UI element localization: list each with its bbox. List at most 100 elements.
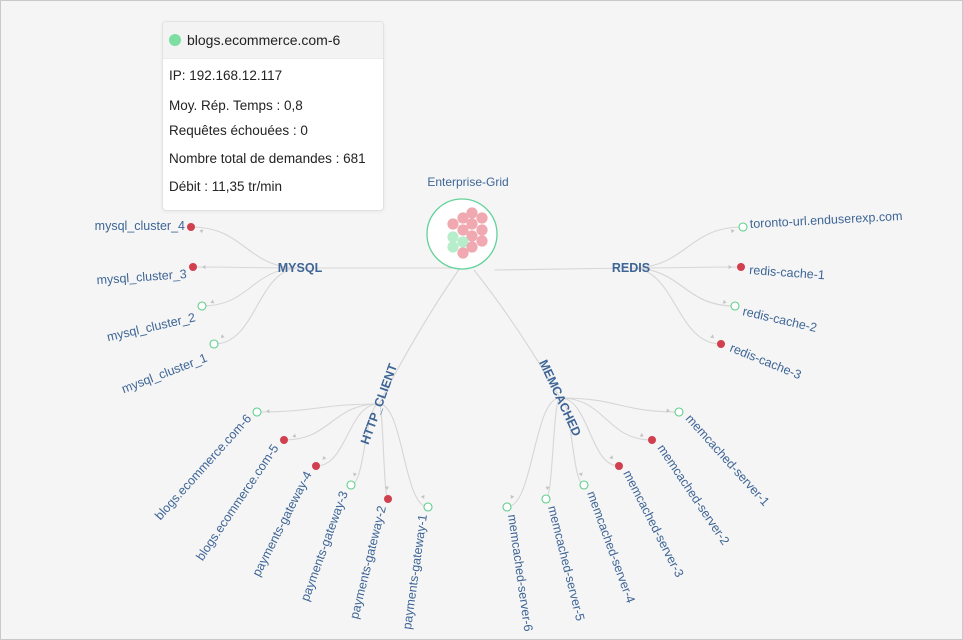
edge-memcached-memcached-server-3 <box>559 397 620 467</box>
cluster-cell-icon <box>457 247 469 259</box>
edge-mysql-mysql-cluster-4 <box>190 226 301 269</box>
status-ok-dot <box>541 494 551 504</box>
cluster-cell-icon <box>476 212 488 224</box>
arrow-mysql-cluster-3 <box>201 265 206 270</box>
edge-memcached-memcached-server-6 <box>506 397 561 508</box>
node-mysql-cluster-2[interactable]: mysql_cluster_2 <box>106 301 207 344</box>
arrow-payments-gateway-1 <box>420 494 425 499</box>
arrow-memcached-server-5 <box>545 486 550 491</box>
node-label: memcached-server-5 <box>545 504 587 622</box>
edge-redis-redis-cache-2 <box>630 267 736 307</box>
node-memcached-server-4[interactable]: memcached-server-4 <box>579 480 638 605</box>
leaf-nodes: mysql_cluster_4 mysql_cluster_3 mysql_clus… <box>95 209 903 632</box>
status-critical-dot <box>648 436 656 444</box>
node-label: redis-cache-1 <box>749 263 826 282</box>
group-label-mysql[interactable]: MYSQL <box>278 261 323 275</box>
cluster-cell-icon <box>447 231 459 243</box>
node-redis-cache-3[interactable]: redis-cache-3 <box>717 340 803 382</box>
node-label: payments-gateway-1 <box>400 513 430 630</box>
edge-http-client-payments-gateway-4 <box>315 403 380 467</box>
cluster-cell-icon <box>457 224 469 236</box>
node-redis-cache-2[interactable]: redis-cache-2 <box>730 301 818 335</box>
status-ok-dot <box>579 480 589 490</box>
cluster-cell-icon <box>466 241 478 253</box>
arrow-redis-cache-2 <box>722 299 727 304</box>
status-critical-dot <box>717 340 725 348</box>
cluster-cell-icon <box>457 212 469 224</box>
status-ok-dot <box>252 407 262 417</box>
edge-mysql-mysql-cluster-2 <box>201 267 301 307</box>
arrow-memcached-server-2 <box>639 432 644 437</box>
edge-memcached-memcached-server-1 <box>559 397 680 413</box>
edge-mysql-mysql-cluster-1 <box>213 267 301 345</box>
status-ok-dot <box>738 222 748 232</box>
arrow-mysql-cluster-4 <box>199 229 204 234</box>
node-label: mysql_cluster_2 <box>106 310 197 344</box>
node-label: toronto-url.enduserexp.com <box>749 209 902 231</box>
cluster-cell-icon <box>466 230 478 242</box>
node-label: payments-gateway-2 <box>347 504 389 620</box>
node-label: memcached-server-6 <box>505 513 535 632</box>
tooltip-failed-requests: Requêtes échouées : 0 <box>169 123 308 138</box>
status-critical-dot <box>737 263 745 271</box>
tooltip-header: blogs.ecommerce.com-6 <box>163 22 383 59</box>
edge-mysql-mysql-cluster-3 <box>192 266 301 269</box>
arrow-mysql-cluster-1 <box>220 334 225 339</box>
arrow-blogs-ecommerce-com-6 <box>265 409 270 414</box>
node-payments-gateway-1[interactable]: payments-gateway-1 <box>400 502 433 630</box>
tooltip-total-requests: Nombre total de demandes : 681 <box>169 151 366 166</box>
node-mysql-cluster-4[interactable]: mysql_cluster_4 <box>95 219 195 233</box>
edge-redis-redis-cache-3 <box>630 267 722 345</box>
cluster-cell-icon <box>466 218 478 230</box>
node-label: mysql_cluster_4 <box>95 219 185 233</box>
cluster-cell-icon <box>447 218 459 230</box>
cluster-cell-icon <box>466 207 478 219</box>
node-mysql-cluster-3[interactable]: mysql_cluster_3 <box>96 263 197 287</box>
status-critical-dot <box>280 436 288 444</box>
node-payments-gateway-3[interactable]: payments-gateway-3 <box>298 480 356 603</box>
status-ok-dot <box>730 301 740 311</box>
cluster-cell-icon <box>457 236 469 248</box>
node-payments-gateway-2[interactable]: payments-gateway-2 <box>347 495 392 620</box>
arrow-toronto-url-enduserexp-com <box>730 229 735 234</box>
status-ok-dot <box>197 301 207 311</box>
status-dot-icon <box>169 34 181 46</box>
root-node[interactable]: Enterprise-Grid <box>426 175 509 270</box>
node-redis-cache-1[interactable]: redis-cache-1 <box>737 263 825 282</box>
edges <box>190 226 744 508</box>
edge-http-client-payments-gateway-1 <box>378 403 429 508</box>
edge-root-redis <box>493 267 632 271</box>
node-mysql-cluster-1[interactable]: mysql_cluster_1 <box>120 339 219 396</box>
tooltip-avg-response: Moy. Rép. Temps : 0,8 <box>169 98 303 113</box>
status-critical-dot <box>189 263 197 271</box>
status-ok-dot <box>502 502 512 512</box>
arrow-memcached-server-6 <box>510 494 515 499</box>
node-toronto-url-enduserexp-com[interactable]: toronto-url.enduserexp.com <box>738 209 903 232</box>
node-label: memcached-server-3 <box>620 468 686 580</box>
arrow-blogs-ecommerce-com-5 <box>292 433 297 438</box>
tooltip-throughput: Débit : 11,35 tr/min <box>169 179 283 194</box>
node-memcached-server-5[interactable]: memcached-server-5 <box>541 494 587 622</box>
edge-http-client-blogs-ecommerce-com-6 <box>256 403 380 413</box>
group-label-redis[interactable]: REDIS <box>612 261 650 275</box>
node-label: payments-gateway-4 <box>250 469 315 579</box>
node-label: mysql_cluster_3 <box>96 267 187 287</box>
node-tooltip: blogs.ecommerce.com-6 IP: 192.168.12.117… <box>162 21 384 211</box>
arrow-payments-gateway-4 <box>322 455 327 460</box>
arrow-redis-cache-1 <box>728 265 733 270</box>
arrow-payments-gateway-2 <box>384 486 389 491</box>
status-critical-dot <box>615 462 623 470</box>
node-label: redis-cache-3 <box>728 341 804 382</box>
status-ok-dot <box>346 480 356 490</box>
edge-root-memcached <box>473 269 561 399</box>
node-memcached-server-6[interactable]: memcached-server-6 <box>502 502 535 632</box>
arrow-redis-cache-3 <box>710 334 715 339</box>
node-blogs-ecommerce-com-6[interactable]: blogs.ecommerce.com-6 <box>152 407 262 523</box>
edge-redis-toronto-url-enduserexp-com <box>630 226 744 269</box>
arrow-memcached-server-3 <box>609 455 614 460</box>
edge-root-http-client <box>378 267 461 405</box>
node-label: payments-gateway-3 <box>298 489 351 603</box>
status-critical-dot <box>384 495 392 503</box>
arrow-memcached-server-1 <box>666 408 671 413</box>
